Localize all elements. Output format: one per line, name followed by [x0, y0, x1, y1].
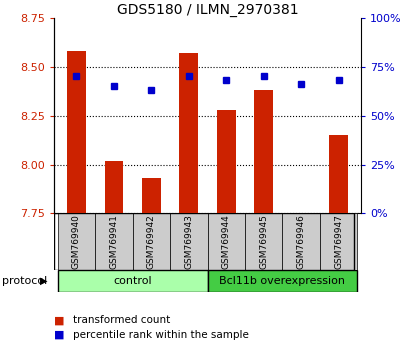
Bar: [282, 213, 320, 270]
Bar: [320, 213, 357, 270]
Text: ■: ■: [54, 315, 64, 325]
Bar: [329, 135, 348, 213]
Bar: [58, 270, 208, 292]
Text: ■: ■: [54, 330, 64, 339]
Bar: [254, 90, 273, 213]
Bar: [208, 213, 245, 270]
Text: GSM769941: GSM769941: [110, 214, 118, 269]
Bar: [170, 213, 208, 270]
Bar: [142, 178, 161, 213]
Bar: [95, 213, 133, 270]
Text: GSM769942: GSM769942: [147, 215, 156, 269]
Bar: [58, 213, 95, 270]
Text: transformed count: transformed count: [73, 315, 170, 325]
Text: percentile rank within the sample: percentile rank within the sample: [73, 330, 249, 339]
Title: GDS5180 / ILMN_2970381: GDS5180 / ILMN_2970381: [117, 3, 298, 17]
Text: Bcl11b overexpression: Bcl11b overexpression: [220, 276, 345, 286]
Text: GSM769946: GSM769946: [297, 214, 305, 269]
Bar: [67, 51, 86, 213]
Text: GSM769940: GSM769940: [72, 214, 81, 269]
Text: GSM769943: GSM769943: [184, 214, 193, 269]
Bar: [179, 53, 198, 213]
Bar: [217, 110, 236, 213]
Text: GSM769947: GSM769947: [334, 214, 343, 269]
Text: GSM769944: GSM769944: [222, 215, 231, 269]
Bar: [245, 213, 282, 270]
Bar: [105, 161, 123, 213]
Text: control: control: [113, 276, 152, 286]
Text: protocol: protocol: [2, 276, 47, 286]
Bar: [208, 270, 357, 292]
Bar: [133, 213, 170, 270]
Text: ▶: ▶: [40, 276, 47, 286]
Text: GSM769945: GSM769945: [259, 214, 268, 269]
